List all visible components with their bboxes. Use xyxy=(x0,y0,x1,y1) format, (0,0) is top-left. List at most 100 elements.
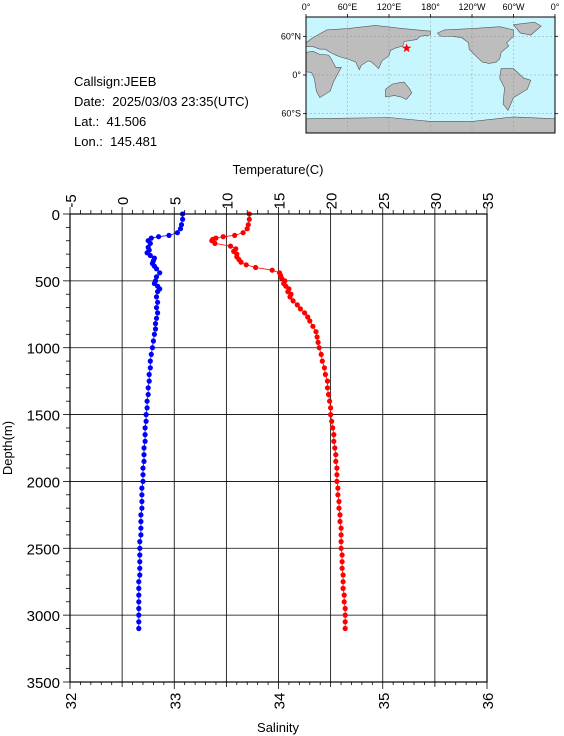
profile-point xyxy=(142,438,148,444)
profile-point xyxy=(336,498,342,505)
profile-point xyxy=(136,612,142,618)
profile-point xyxy=(139,492,145,498)
profile-point xyxy=(137,572,143,578)
profile-point xyxy=(297,306,303,312)
profile-point xyxy=(137,559,143,565)
profile-point xyxy=(144,398,150,404)
profile-point xyxy=(145,391,151,398)
profile-series-2 xyxy=(209,211,348,632)
chart-frame xyxy=(69,213,488,683)
profile-point xyxy=(244,226,250,232)
profile-point xyxy=(335,492,341,498)
depth-tick-label: 1500 xyxy=(27,408,60,425)
profile-point xyxy=(333,458,339,464)
profile-point xyxy=(290,298,296,304)
temperature-tick-label: -5 xyxy=(63,194,80,207)
profile-point xyxy=(331,432,337,438)
profile-point xyxy=(139,485,145,491)
profile-point xyxy=(141,452,147,458)
profile-point xyxy=(136,619,142,625)
profile-point xyxy=(243,262,249,268)
profile-point xyxy=(327,398,333,404)
profile-point xyxy=(340,572,346,578)
profile-point xyxy=(340,585,346,592)
profile-point xyxy=(329,418,335,424)
profile-point xyxy=(136,579,142,585)
temperature-tick-label: 0 xyxy=(115,197,132,205)
profile-point xyxy=(334,478,340,484)
profile-point xyxy=(143,418,149,424)
profile-point xyxy=(342,612,348,618)
profile-point xyxy=(338,539,344,545)
profile-point xyxy=(325,391,332,398)
profile-point xyxy=(336,505,342,511)
profile-point xyxy=(147,358,153,364)
profile-point xyxy=(155,289,161,295)
map-longitude-labels: 0° 60°E 120°E 180° 120°W 60°W 0° xyxy=(302,2,560,17)
profile-point xyxy=(316,345,322,351)
profile-point xyxy=(335,485,341,491)
salinity-tick-label: 35 xyxy=(376,693,393,710)
profile-point xyxy=(324,378,331,384)
profile-point xyxy=(287,294,293,300)
profile-point xyxy=(220,234,226,240)
map-lat-label: 60°S xyxy=(281,109,301,119)
profile-point xyxy=(140,465,146,471)
profile-point xyxy=(152,326,159,332)
temperature-tick-label: 30 xyxy=(428,193,445,210)
profile-point xyxy=(334,465,340,471)
salinity-tick-label: 32 xyxy=(63,693,80,710)
profile-point xyxy=(153,305,160,311)
profile-point xyxy=(155,310,161,316)
profile-point xyxy=(137,565,143,571)
map-gridlines xyxy=(306,17,555,133)
profile-point xyxy=(142,425,148,431)
profile-point xyxy=(150,338,156,344)
map-lon-label: 0° xyxy=(302,2,311,12)
profile-point xyxy=(322,371,328,378)
profile-point xyxy=(155,299,161,305)
depth-tick-label: 500 xyxy=(35,274,60,291)
date-label: Date: 2025/03/03 23:35(UTC) xyxy=(74,94,249,109)
profile-point xyxy=(136,592,142,598)
map-lon-label: 120°W xyxy=(458,2,486,12)
profile-point xyxy=(138,525,144,531)
profile-point xyxy=(180,216,186,222)
map-land-north-america xyxy=(436,26,514,64)
salinity-tick-label: 36 xyxy=(480,693,497,710)
temperature-tick-label: 35 xyxy=(480,193,497,210)
profile-point xyxy=(324,385,331,391)
profile-point xyxy=(339,552,345,558)
depth-axis-title: Depth(m) xyxy=(0,421,15,475)
chart-grid xyxy=(69,213,488,683)
salinity-tick-labels: 32 33 34 35 36 xyxy=(63,693,497,710)
profile-point xyxy=(147,252,153,259)
salinity-tick-label: 34 xyxy=(272,693,289,710)
profile-point xyxy=(136,605,142,612)
profile-point xyxy=(138,512,144,518)
profile-point xyxy=(140,472,146,478)
profile-point xyxy=(240,230,246,236)
salinity-tick-label: 33 xyxy=(167,693,184,710)
profile-point xyxy=(143,412,149,418)
profile-point xyxy=(305,314,311,320)
profile-point xyxy=(141,445,147,451)
profile-point xyxy=(227,243,234,249)
profile-point xyxy=(137,552,143,558)
profile-point xyxy=(314,334,320,340)
profile-point xyxy=(142,432,148,438)
temperature-tick-label: 20 xyxy=(324,193,341,210)
map-land-africa xyxy=(305,50,342,99)
salinity-axis-title: Salinity xyxy=(257,720,299,735)
profile-point xyxy=(302,310,308,316)
profile-point xyxy=(333,452,339,458)
profile-point xyxy=(157,270,163,276)
profile-point xyxy=(153,274,160,280)
map-lon-label: 0° xyxy=(551,2,560,12)
temperature-axis-title: Temperature(C) xyxy=(232,162,323,177)
profile-point xyxy=(153,266,160,272)
profile-point xyxy=(136,625,142,632)
map-latitude-labels: 60°N 0° 60°S xyxy=(281,31,558,119)
profile-point xyxy=(246,216,252,222)
